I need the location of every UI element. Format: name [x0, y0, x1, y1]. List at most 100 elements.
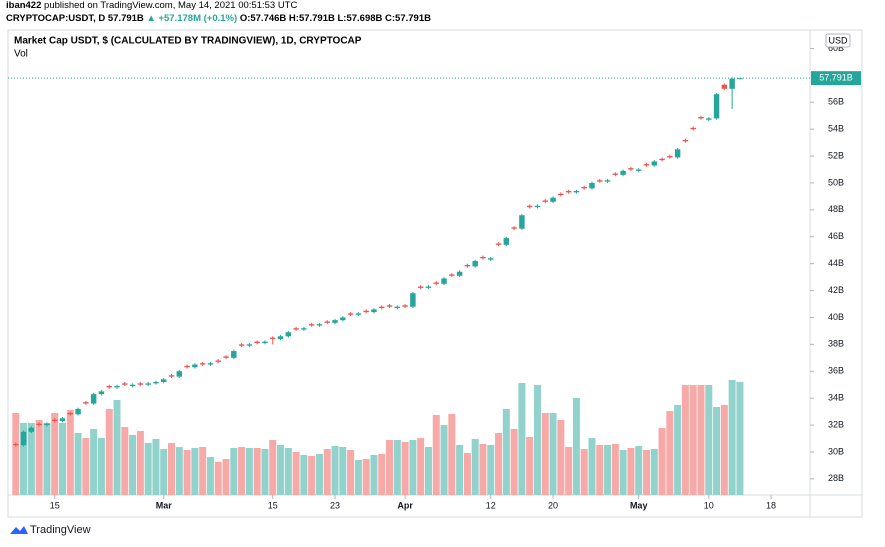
volume-bar: [549, 413, 557, 495]
y-tick-label: 34B: [828, 393, 844, 403]
volume-bar: [331, 446, 339, 495]
candle-body: [628, 168, 634, 170]
volume-bar: [59, 423, 67, 495]
volume-bar: [214, 462, 222, 495]
volume-bar: [588, 438, 596, 495]
candle-body: [262, 341, 268, 344]
y-tick-label: 38B: [828, 339, 844, 349]
x-tick-label: 15: [50, 500, 60, 510]
candle-body: [277, 336, 284, 339]
volume-bar: [51, 413, 59, 495]
volume-bar: [386, 440, 394, 495]
volume-bar: [284, 448, 292, 495]
candle-body: [137, 383, 144, 385]
candle-body: [410, 293, 416, 307]
candle-body: [363, 310, 369, 313]
published: published on TradingView.com, May 14, 20…: [44, 0, 297, 11]
volume-bar: [642, 450, 650, 495]
x-tick-label: 10: [704, 500, 714, 510]
x-tick-label: 18: [766, 500, 776, 510]
candle-body: [308, 324, 315, 326]
volume-bar: [424, 447, 432, 495]
volume-bar: [666, 411, 674, 495]
candle-body: [534, 205, 541, 208]
volume-bar: [650, 449, 658, 495]
last-price-label: 57.791B: [819, 73, 853, 83]
candle-body: [28, 427, 35, 432]
candle-body: [83, 402, 89, 404]
logo-text: TradingView: [30, 524, 91, 536]
volume-bar: [121, 427, 129, 495]
candle-body: [90, 394, 97, 404]
candle-body: [394, 306, 401, 309]
candle-body: [456, 271, 463, 276]
candle-body: [324, 321, 330, 323]
candle-body: [254, 341, 260, 344]
volume-bar: [401, 442, 409, 495]
candle-body: [36, 423, 42, 426]
y-tick-label: 28B: [828, 473, 844, 483]
volume-bar: [518, 383, 526, 495]
volume-label: Vol: [14, 49, 28, 60]
chart-title: Market Cap USDT, $ (CALCULATED BY TRADIN…: [14, 36, 362, 47]
candle-body: [161, 379, 167, 383]
candle-body: [44, 423, 50, 426]
candle-body: [59, 418, 66, 422]
volume-bar: [713, 407, 721, 495]
header-line: iban422 published on TradingView.com, Ma…: [6, 0, 297, 11]
volume-bar: [627, 448, 635, 495]
candle-body: [231, 351, 237, 358]
volume-bar: [604, 445, 612, 495]
volume-bar: [541, 413, 549, 495]
ohlc: O:57.746B H:57.791B L:57.698B C:57.791B: [240, 13, 431, 24]
candle-body: [223, 356, 229, 358]
volume-bar: [728, 380, 736, 495]
candle-body: [667, 156, 673, 158]
candle-body: [698, 117, 704, 119]
candle-body: [176, 371, 183, 377]
volume-bar: [526, 437, 534, 495]
candle-body: [51, 419, 58, 422]
candle-body: [153, 382, 159, 384]
y-tick-label: 36B: [828, 366, 844, 376]
y-tick-label: 52B: [828, 150, 844, 160]
candle-body: [122, 383, 128, 385]
candle-body: [379, 306, 385, 309]
volume-bar: [230, 448, 238, 495]
candle-body: [433, 282, 439, 284]
candle-body: [347, 313, 354, 315]
volume-bar: [175, 447, 183, 495]
candle-body: [480, 256, 486, 259]
candle-body: [597, 180, 603, 182]
candle-body: [651, 161, 657, 166]
y-tick-label: 42B: [828, 285, 844, 295]
volume-bar: [487, 445, 495, 495]
volume-bar: [308, 456, 316, 495]
volume-bar: [502, 409, 510, 495]
volume-bar: [697, 385, 705, 495]
candle-body: [511, 227, 517, 229]
volume-bar: [82, 438, 90, 495]
candle-body: [558, 193, 564, 196]
volume-bar: [557, 420, 565, 495]
candle-body: [495, 243, 502, 245]
volume-bar: [720, 405, 728, 495]
volume-bar: [339, 447, 347, 495]
volume-bar: [74, 433, 82, 495]
candle-body: [612, 173, 619, 175]
y-tick-label: 48B: [828, 204, 844, 214]
y-tick-label: 46B: [828, 231, 844, 241]
candle-body: [371, 309, 377, 313]
volume-bar: [35, 420, 43, 495]
candle-body: [503, 238, 510, 245]
candle-body: [635, 169, 642, 171]
candle-body: [526, 205, 533, 208]
volume-bar: [97, 438, 105, 495]
volume-bar: [27, 423, 35, 495]
volume-bar: [611, 444, 619, 495]
volume-bar: [736, 382, 744, 495]
volume-bar: [12, 413, 20, 495]
volume-bar: [409, 440, 417, 495]
candle-body: [449, 274, 455, 276]
